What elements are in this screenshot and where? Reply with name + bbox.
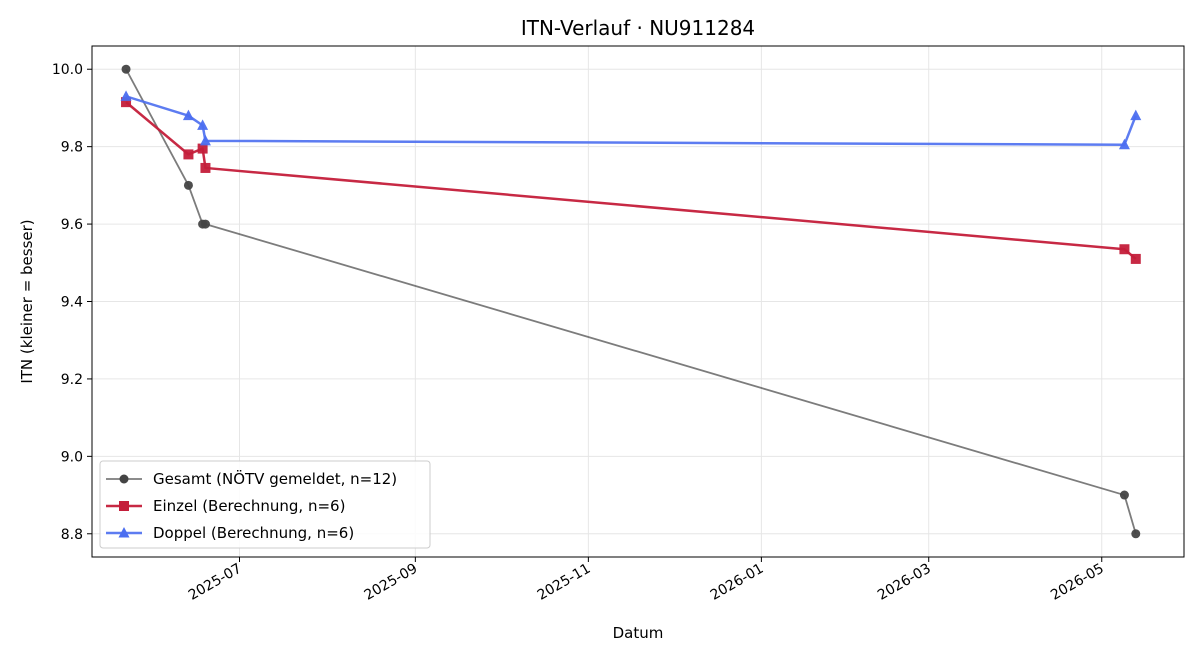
x-axis-title: Datum	[613, 624, 664, 642]
legend-box	[99, 460, 431, 549]
series-1	[121, 64, 1141, 539]
legend-marker	[119, 501, 129, 511]
data-point	[199, 134, 211, 146]
y-axis-title: ITN (kleiner = besser)	[18, 219, 36, 383]
data-point	[120, 90, 132, 101]
data-point	[121, 97, 132, 108]
data-point	[1131, 529, 1141, 539]
legend-label: Einzel (Berechnung, n=6)	[153, 497, 345, 515]
data-point	[197, 119, 209, 130]
legend-label: Doppel (Berechnung, n=6)	[153, 524, 354, 542]
grid	[92, 46, 1184, 557]
data-point	[1119, 244, 1130, 255]
data-point	[200, 162, 211, 173]
y-tick-label: 9.2	[61, 372, 83, 388]
data-point	[121, 64, 131, 74]
legend-label: Gesamt (NÖTV gemeldet, n=12)	[153, 469, 397, 488]
data-point	[197, 143, 208, 154]
legend-marker	[118, 527, 130, 538]
series-line	[125, 95, 1137, 146]
y-tick-label: 9.8	[61, 140, 83, 156]
y-tick-label: 10.0	[52, 62, 83, 78]
legend-item: Einzel (Berechnung, n=6)	[106, 497, 345, 515]
data-point	[183, 149, 194, 160]
data-point	[1119, 490, 1129, 500]
chart-title: ITN-Verlauf · NU911284	[521, 16, 755, 40]
y-tick-label: 8.8	[61, 527, 83, 543]
data-point	[182, 109, 194, 121]
legend-item: Doppel (Berechnung, n=6)	[106, 524, 354, 542]
series-3	[120, 90, 1142, 150]
legend-marker	[119, 474, 129, 484]
data-point	[1118, 138, 1130, 150]
legend-item: Gesamt (NÖTV gemeldet, n=12)	[106, 469, 397, 488]
y-tick-label: 9.4	[61, 295, 83, 311]
legend: Gesamt (NÖTV gemeldet, n=12) Einzel (Bere…	[99, 460, 431, 549]
data-point	[183, 180, 193, 190]
y-tick-label: 9.0	[61, 449, 83, 465]
series-layer	[120, 64, 1142, 539]
y-tick-label: 9.6	[61, 217, 83, 233]
series-2	[121, 97, 1141, 264]
data-point	[1130, 253, 1141, 264]
data-point	[1130, 109, 1142, 121]
data-point	[200, 219, 210, 229]
